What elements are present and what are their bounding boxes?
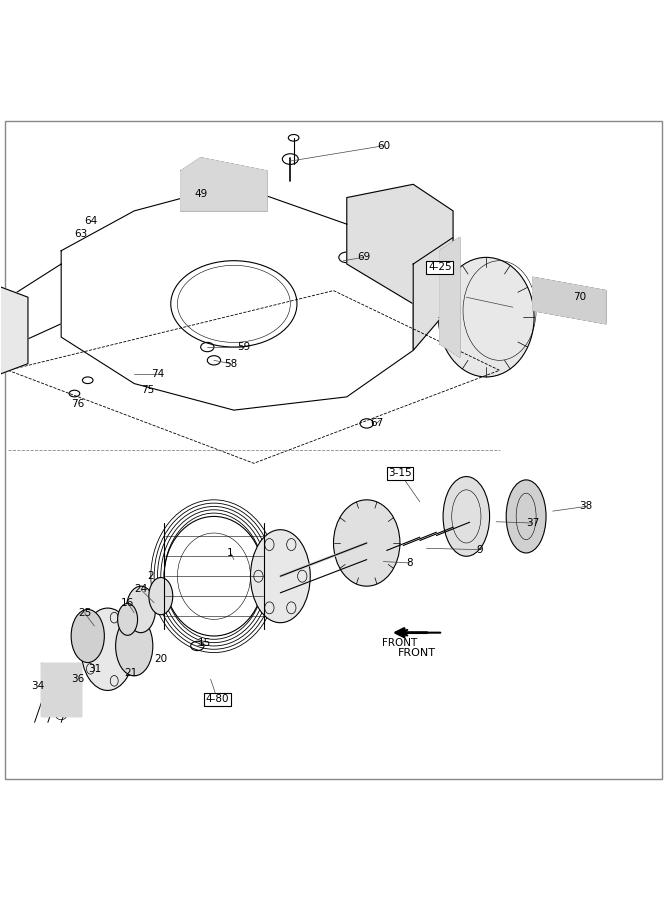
Text: 76: 76 — [71, 399, 85, 409]
Text: 59: 59 — [237, 342, 250, 352]
Text: 74: 74 — [151, 369, 164, 379]
Text: 38: 38 — [579, 501, 592, 511]
Text: 70: 70 — [573, 292, 586, 302]
Text: 9: 9 — [476, 544, 483, 554]
Polygon shape — [0, 264, 61, 357]
Text: 63: 63 — [75, 230, 88, 239]
Ellipse shape — [251, 530, 310, 623]
Text: 24: 24 — [134, 584, 147, 595]
Ellipse shape — [117, 603, 137, 635]
Text: 8: 8 — [407, 558, 413, 568]
Text: 58: 58 — [224, 359, 237, 369]
Polygon shape — [0, 277, 28, 383]
Text: 49: 49 — [194, 189, 207, 199]
Text: 4-80: 4-80 — [205, 694, 229, 704]
Text: 69: 69 — [357, 252, 370, 263]
Text: 75: 75 — [141, 385, 154, 395]
Text: 36: 36 — [71, 674, 85, 684]
Ellipse shape — [334, 500, 400, 586]
Ellipse shape — [71, 609, 104, 662]
Text: 3-15: 3-15 — [388, 468, 412, 478]
Ellipse shape — [443, 477, 490, 556]
Ellipse shape — [115, 616, 153, 676]
Text: 20: 20 — [154, 654, 167, 664]
Ellipse shape — [506, 480, 546, 553]
Polygon shape — [347, 184, 453, 304]
Text: 64: 64 — [85, 216, 97, 226]
Polygon shape — [414, 238, 453, 350]
Ellipse shape — [149, 578, 173, 615]
Polygon shape — [181, 158, 267, 211]
Text: 15: 15 — [197, 637, 211, 648]
Text: 37: 37 — [526, 518, 540, 528]
Text: 1: 1 — [227, 548, 234, 558]
Text: FRONT: FRONT — [398, 648, 436, 658]
Polygon shape — [61, 184, 414, 410]
Text: 21: 21 — [124, 668, 137, 678]
Text: 16: 16 — [121, 598, 134, 608]
Polygon shape — [440, 238, 460, 357]
Ellipse shape — [81, 608, 134, 690]
Polygon shape — [41, 662, 81, 716]
Text: 4-25: 4-25 — [428, 262, 452, 273]
Text: 2: 2 — [147, 572, 154, 581]
Polygon shape — [533, 277, 606, 324]
Text: 34: 34 — [31, 680, 45, 691]
Text: 67: 67 — [370, 418, 384, 428]
Ellipse shape — [438, 257, 534, 377]
Ellipse shape — [126, 586, 155, 633]
Text: FRONT: FRONT — [382, 637, 418, 648]
Text: 25: 25 — [78, 608, 91, 617]
Text: 60: 60 — [377, 140, 390, 151]
Text: 31: 31 — [88, 664, 101, 674]
